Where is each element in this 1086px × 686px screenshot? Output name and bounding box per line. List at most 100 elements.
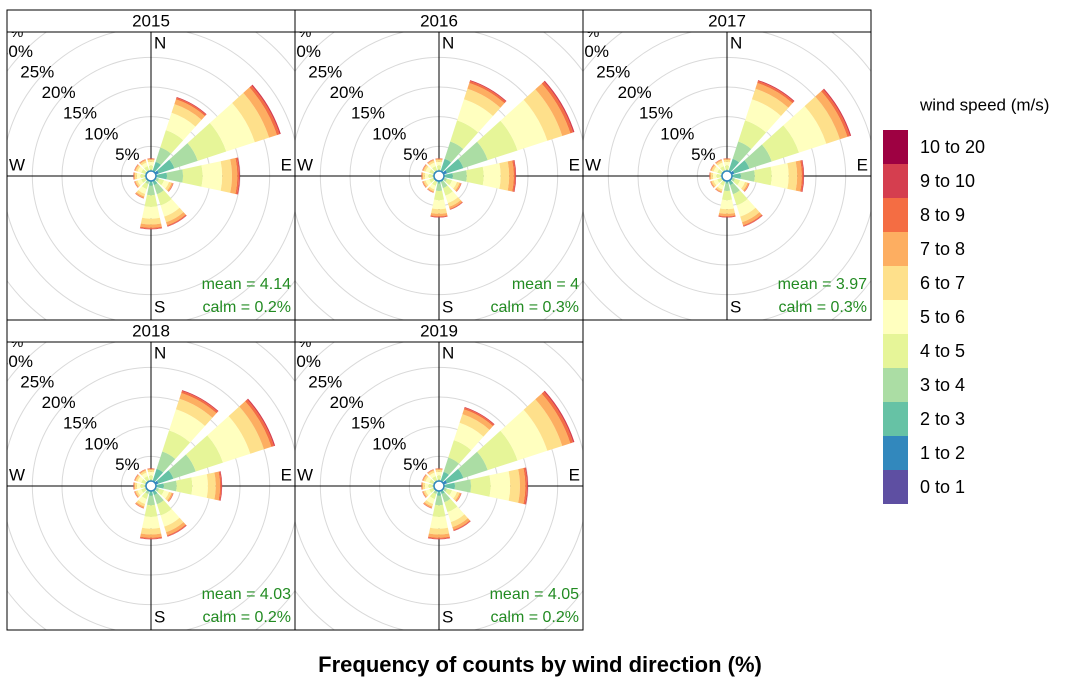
wedge-segment <box>442 185 453 196</box>
wedge-segment <box>428 160 435 166</box>
wedge-segment <box>717 183 724 190</box>
wedge-segment <box>141 162 148 169</box>
wedge-segment <box>140 536 162 539</box>
wedge-segment <box>742 212 762 226</box>
wedge-segment <box>165 112 196 141</box>
wedge-segment <box>720 199 734 210</box>
wedge-segment <box>444 141 464 163</box>
wedge-segment <box>710 181 714 188</box>
wedge-segment <box>176 477 193 495</box>
wedge-segment <box>169 143 198 169</box>
wedge-segment <box>709 172 712 180</box>
wedge-segment <box>156 470 174 484</box>
r-tick-label: 30% <box>575 42 609 61</box>
wedge-segment <box>720 180 726 186</box>
wedge-segment <box>135 193 144 199</box>
wedge-segment <box>148 161 154 166</box>
r-tick-label: 5% <box>115 145 140 164</box>
wedge-segment <box>235 157 240 195</box>
compass-e: E <box>569 465 580 484</box>
wedge-segment <box>230 158 238 194</box>
compass-s: S <box>154 297 165 316</box>
wedge-segment <box>141 492 149 500</box>
wedge-segment <box>166 522 186 536</box>
wedge-segment <box>456 183 462 192</box>
wedge-segment <box>147 468 155 471</box>
wedge-segment <box>744 183 750 192</box>
wedge-segment <box>153 493 164 505</box>
wedge-segment <box>422 181 426 188</box>
panel-title: 2019 <box>420 321 458 340</box>
wedge-segment <box>718 212 736 217</box>
wedge-segment <box>140 160 147 166</box>
legend-label: 6 to 7 <box>920 273 965 293</box>
wedge-segment <box>428 533 450 538</box>
wedge-segment <box>431 208 447 214</box>
wedge-segment <box>424 500 434 507</box>
wedge-segment <box>157 159 175 174</box>
wedge-segment <box>134 181 139 188</box>
wedge-segment <box>219 471 223 501</box>
legend-swatch <box>883 130 908 164</box>
wedge-segment <box>743 214 763 227</box>
wedge-segment <box>428 173 433 179</box>
wedge-segment <box>214 471 221 501</box>
annotation: mean = 4 <box>512 276 579 293</box>
wedge-segment <box>139 469 146 473</box>
legend-title: wind speed (m/s) <box>919 95 1049 114</box>
wedge-segment <box>134 491 138 498</box>
wedge-segment <box>165 181 172 191</box>
wedge-segment <box>445 178 453 186</box>
wedge-segment <box>421 482 422 490</box>
wedge-segment <box>804 96 840 144</box>
wedge-segment <box>167 182 173 192</box>
wedge-segment <box>715 188 722 193</box>
wedge-segment <box>513 159 517 193</box>
wedge-segment <box>427 469 434 473</box>
r-tick-label: 25% <box>308 62 342 81</box>
wedge-segment <box>156 451 176 473</box>
wedge-segment <box>422 491 426 498</box>
compass-s: S <box>154 607 165 626</box>
wedge-segment <box>729 183 740 195</box>
wedge-segment <box>168 454 196 479</box>
wedge-segment <box>140 483 145 489</box>
wedge-segment <box>541 81 574 134</box>
wedge-segment <box>458 451 488 479</box>
r-tick-label: 20% <box>618 83 652 102</box>
wedge-segment <box>718 216 736 218</box>
wedge-segment <box>422 181 427 188</box>
wedge-segment <box>710 172 714 180</box>
wedge-segment <box>175 97 207 117</box>
wedge-segment <box>425 476 432 483</box>
wedge-segment <box>157 488 165 496</box>
wedge-segment <box>432 476 438 482</box>
wedge-segment <box>220 159 232 193</box>
wedge-segment <box>422 474 427 481</box>
wedge-segment <box>508 469 520 503</box>
wedge-segment <box>428 527 450 535</box>
wedge-segment <box>164 517 184 533</box>
wedge-segment <box>435 158 443 160</box>
wedge-segment <box>744 183 750 192</box>
wedge-segment <box>247 398 276 447</box>
wedge-segment <box>755 82 793 108</box>
wedge-segment <box>477 120 518 161</box>
wedge-segment <box>428 470 435 476</box>
wedge-segment <box>421 172 424 180</box>
wedge-segment <box>500 409 548 461</box>
wedge-segment <box>440 180 448 189</box>
wedge-segment <box>426 496 435 505</box>
wedge-segment <box>436 475 442 480</box>
legend-swatch <box>883 436 908 470</box>
wedge-segment <box>740 207 760 223</box>
wedge-segment <box>436 471 442 476</box>
wedge-segment <box>716 186 723 192</box>
wedge-segment <box>721 190 733 201</box>
wedge-segment <box>201 161 223 191</box>
wedge-segment <box>423 180 429 187</box>
wedge-segment <box>453 520 471 531</box>
wedge-segment <box>161 180 170 189</box>
wedge-segment <box>422 474 427 481</box>
